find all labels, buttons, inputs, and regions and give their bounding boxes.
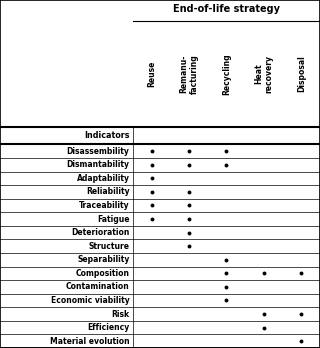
Text: Recycling: Recycling (222, 53, 231, 95)
Text: Material evolution: Material evolution (50, 337, 130, 346)
Text: Reuse: Reuse (147, 61, 156, 87)
Text: Contamination: Contamination (66, 283, 130, 291)
Text: Remanu-
facturing: Remanu- facturing (179, 54, 199, 94)
Text: Composition: Composition (76, 269, 130, 278)
Text: Economic viability: Economic viability (51, 296, 130, 305)
Text: Disassembility: Disassembility (67, 147, 130, 156)
Text: Fatigue: Fatigue (97, 215, 130, 223)
Text: Reliability: Reliability (86, 188, 130, 196)
Text: End-of-life strategy: End-of-life strategy (173, 4, 280, 14)
Text: Indicators: Indicators (84, 131, 130, 140)
Text: Separability: Separability (77, 255, 130, 264)
Text: Traceability: Traceability (79, 201, 130, 210)
Text: Adaptability: Adaptability (76, 174, 130, 183)
Text: Risk: Risk (111, 310, 130, 318)
Text: Disposal: Disposal (297, 56, 306, 92)
Text: Heat
recovery: Heat recovery (254, 55, 274, 93)
Text: Deterioration: Deterioration (71, 228, 130, 237)
Text: Dismantability: Dismantability (67, 160, 130, 169)
Text: Structure: Structure (89, 242, 130, 251)
Text: Efficiency: Efficiency (87, 323, 130, 332)
